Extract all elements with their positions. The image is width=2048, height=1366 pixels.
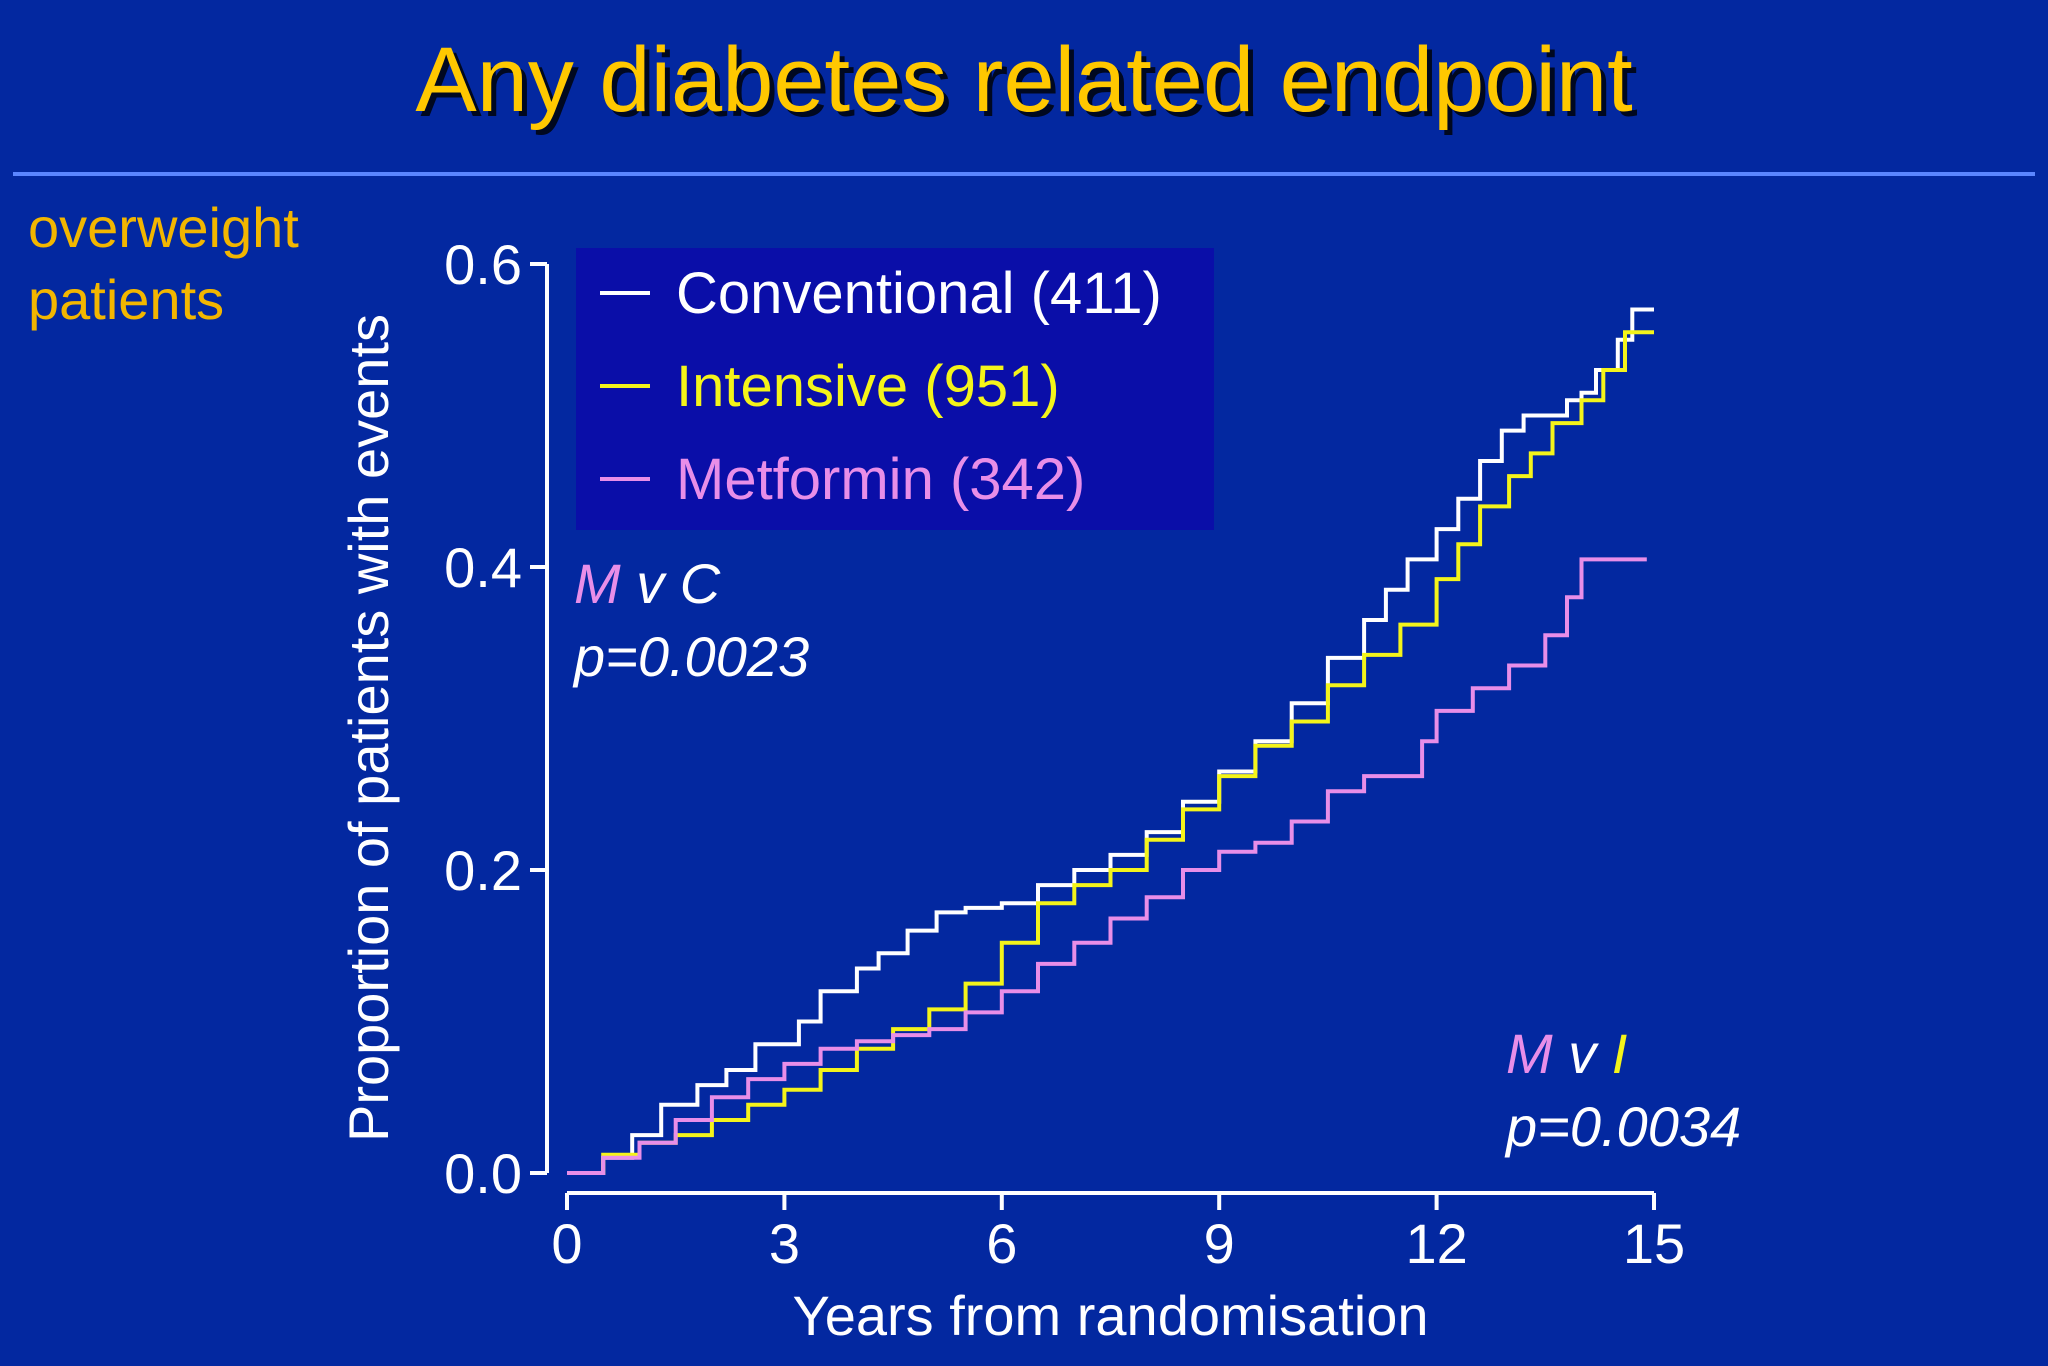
annotation-mvi-i: I — [1612, 1022, 1628, 1085]
annotation-mvi-pvalue: p=0.0034 — [1504, 1095, 1741, 1158]
y-tick-label: 0.0 — [444, 1142, 522, 1205]
annotation-mvi-m: M — [1506, 1022, 1553, 1085]
x-tick-label: 12 — [1405, 1212, 1467, 1275]
slide-title: Any diabetes related endpoint — [415, 29, 1633, 131]
x-tick-label: 6 — [986, 1212, 1017, 1275]
title-divider — [13, 172, 2035, 176]
series-line-metformin — [567, 557, 1647, 1175]
x-tick-label: 3 — [769, 1212, 800, 1275]
subgroup-label-line2: patients — [28, 268, 225, 331]
subgroup-label-line1: overweight — [28, 196, 299, 259]
x-tick-label: 9 — [1204, 1212, 1235, 1275]
legend-label-metformin: Metformin (342) — [676, 447, 1085, 512]
annotation-mvc-v: v — [621, 552, 680, 615]
annotation-m-v-c: M v C — [574, 552, 721, 615]
x-tick-label: 15 — [1623, 1212, 1685, 1275]
legend-label-intensive: Intensive (951) — [676, 354, 1060, 419]
y-axis-title: Proportion of patients with events — [337, 314, 400, 1142]
annotation-mvc-c: C — [680, 552, 721, 615]
annotation-m-v-i: M v I — [1506, 1022, 1627, 1085]
subgroup-label: overweight patients — [28, 192, 299, 336]
x-tick-label: 0 — [551, 1212, 582, 1275]
chart-axes: 0.0 0.2 0.4 0.6 0 3 6 9 12 15 Years from randomisa… — [337, 233, 1685, 1347]
y-tick-label: 0.2 — [444, 839, 522, 902]
legend-label-conventional: Conventional (411) — [676, 261, 1162, 326]
y-tick-label: 0.6 — [444, 233, 522, 296]
annotation-mvc-pvalue: p=0.0023 — [572, 625, 809, 688]
series-layer — [567, 307, 1654, 1175]
annotation-mvc-m: M — [574, 552, 621, 615]
x-axis-title: Years from randomisation — [792, 1284, 1428, 1347]
series-line-intensive — [567, 330, 1654, 1175]
y-tick-label: 0.4 — [444, 536, 522, 599]
legend-box — [576, 248, 1214, 530]
annotation-mvi-v: v — [1553, 1022, 1612, 1085]
